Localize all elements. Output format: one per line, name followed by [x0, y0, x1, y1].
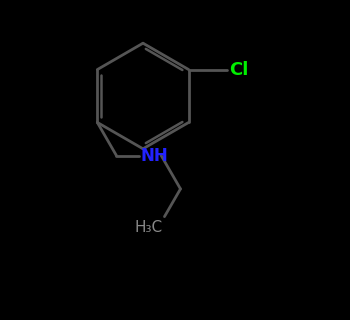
Text: Cl: Cl	[229, 60, 248, 79]
Text: H₃C: H₃C	[135, 220, 163, 235]
Text: NH: NH	[140, 147, 168, 165]
